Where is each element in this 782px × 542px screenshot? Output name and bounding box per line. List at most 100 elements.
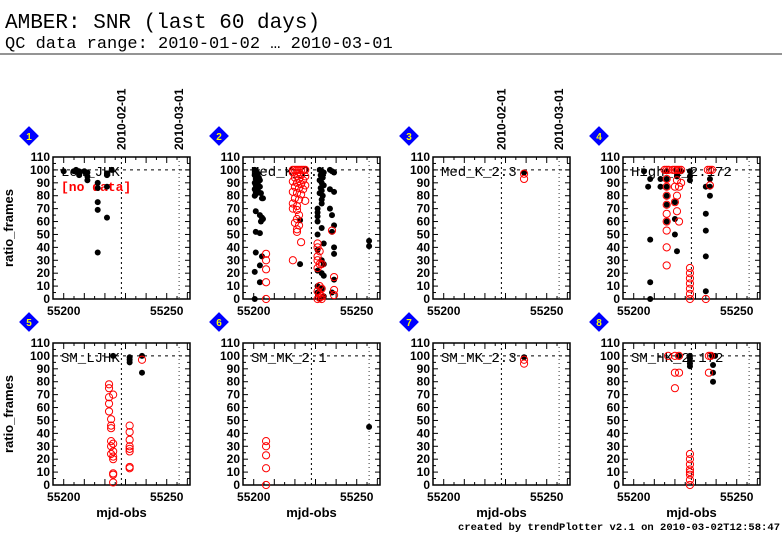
data-point-filled: [110, 352, 117, 359]
y-tick-label: 80: [37, 189, 51, 203]
y-tick-label: 10: [227, 465, 241, 479]
data-point-filled: [706, 183, 713, 190]
y-tick-label: 110: [31, 150, 51, 164]
data-point-open: [125, 447, 134, 456]
data-point-filled: [94, 179, 101, 186]
y-tick-label: 110: [601, 336, 621, 350]
data-point-open: [519, 174, 529, 184]
data-point-open: [290, 165, 300, 175]
data-point-open: [261, 442, 271, 451]
data-point-open: [137, 355, 147, 364]
y-tick-label: 10: [227, 279, 241, 293]
data-point-open: [104, 380, 114, 389]
y-tick-label: 20: [417, 452, 431, 466]
panel-number: 5: [26, 318, 32, 329]
data-point-open: [125, 421, 134, 430]
data-point-filled: [320, 272, 327, 279]
data-point-filled: [256, 279, 263, 286]
x-axis-label: mjd-obs: [476, 505, 527, 520]
data-point-open: [662, 165, 671, 175]
data-point-open: [676, 178, 686, 187]
data-point-filled: [702, 253, 709, 260]
data-point-open: [292, 205, 302, 215]
data-point-filled: [331, 276, 338, 283]
data-point-filled: [641, 168, 648, 175]
data-point-filled: [671, 231, 678, 238]
y-tick-label: 30: [607, 439, 621, 453]
data-point-open: [317, 294, 326, 304]
data-point-open: [106, 421, 116, 430]
data-point-filled: [686, 168, 693, 175]
data-point-filled: [706, 192, 713, 199]
data-point-open: [261, 451, 271, 460]
footer-credit: created by trendPlotter v2.1 on 2010-03-…: [458, 522, 780, 534]
y-tick-label: 70: [227, 388, 241, 402]
y-tick-label: 60: [607, 215, 621, 229]
data-point-open: [701, 294, 710, 304]
data-point-filled: [521, 354, 528, 361]
data-point-filled: [318, 225, 325, 231]
data-point-open: [707, 165, 717, 175]
data-point-filled: [314, 231, 321, 238]
data-point-open: [313, 243, 322, 252]
data-point-filled: [94, 249, 101, 256]
y-tick-label: 60: [37, 215, 51, 229]
x-tick-label: 55250: [530, 490, 564, 504]
data-point-open: [670, 198, 680, 207]
panel-badge-icon: [589, 312, 609, 332]
y-tick-label: 90: [37, 176, 51, 190]
data-point-open: [109, 447, 118, 456]
data-point-filled: [663, 192, 670, 199]
data-point-filled: [94, 206, 101, 213]
data-point-filled: [103, 183, 110, 190]
y-tick-label: 60: [227, 215, 241, 229]
panel-number: 3: [406, 132, 412, 143]
data-point-open: [685, 480, 695, 490]
data-point-open: [519, 355, 529, 364]
data-point-open: [672, 207, 682, 216]
data-point-filled: [326, 205, 333, 212]
y-tick-label: 30: [227, 253, 241, 267]
data-point-open: [109, 439, 118, 448]
data-point-open: [125, 442, 134, 451]
page-subtitle: QC data range: 2010-01-02 … 2010-03-01: [5, 35, 393, 54]
panel-label: SM_LJHK: [61, 351, 120, 367]
data-point-open: [104, 407, 114, 416]
data-point-filled: [676, 352, 683, 359]
data-point-filled: [259, 195, 266, 202]
data-point-open: [109, 452, 118, 461]
data-point-filled: [521, 169, 528, 176]
data-point-filled: [673, 248, 680, 255]
data-point-open: [685, 467, 695, 477]
data-point-open: [685, 289, 695, 298]
data-point-filled: [251, 192, 258, 199]
panel-label: SM_MK_2.1: [251, 351, 327, 367]
data-point-open: [674, 165, 684, 175]
data-point-open: [313, 294, 322, 304]
data-point-filled: [663, 218, 670, 225]
y-tick-label: 50: [37, 413, 51, 427]
data-point-open: [288, 177, 297, 186]
data-point-open: [704, 351, 714, 361]
panel-badge-icon: [19, 312, 39, 332]
y-tick-label: 0: [423, 478, 430, 492]
y-tick-label: 0: [613, 478, 620, 492]
data-point-open: [315, 293, 324, 302]
x-tick-label: 55200: [427, 304, 461, 318]
x-tick-label: 55200: [47, 304, 81, 318]
data-point-open: [290, 194, 300, 203]
data-point-open: [662, 182, 671, 191]
data-point-open: [662, 174, 671, 184]
x-axis-label: mjd-obs: [286, 505, 337, 520]
y-tick-label: 10: [417, 465, 431, 479]
y-tick-label: 20: [37, 452, 51, 466]
panel-badge-icon: [399, 312, 419, 332]
data-point-open: [104, 384, 114, 393]
page-title: AMBER: SNR (last 60 days): [5, 12, 320, 35]
y-axis-label: ratio_frames: [1, 375, 16, 453]
y-tick-label: 0: [233, 292, 240, 306]
data-point-open: [288, 204, 297, 213]
data-point-filled: [647, 279, 654, 286]
data-point-open: [685, 263, 695, 273]
